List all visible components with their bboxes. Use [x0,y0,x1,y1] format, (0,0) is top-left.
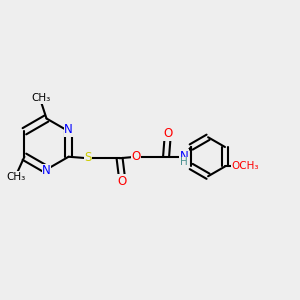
Text: H: H [180,157,188,167]
Text: CH₃: CH₃ [7,172,26,182]
Text: OCH₃: OCH₃ [231,161,259,172]
Text: N: N [42,164,51,178]
Text: O: O [117,175,127,188]
Text: O: O [163,127,172,140]
Text: N: N [180,150,188,163]
Text: CH₃: CH₃ [31,93,50,103]
Text: N: N [64,123,73,136]
Text: O: O [131,150,141,163]
Text: S: S [84,151,92,164]
